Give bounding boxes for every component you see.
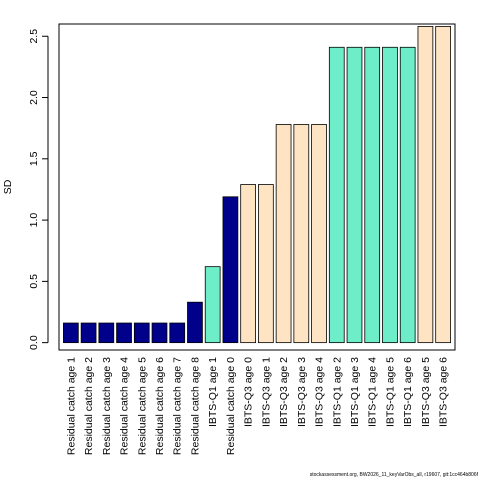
bar: [240, 184, 256, 344]
bar: [133, 322, 150, 344]
y-tick-label: 1.0: [28, 213, 40, 228]
y-tick-label: 1.5: [28, 151, 40, 166]
x-tick-label: IBTS-Q1 age 3: [349, 357, 361, 427]
x-tick-label: Residual catch age 8: [189, 357, 201, 455]
x-tick-label: IBTS-Q3 age 6: [438, 357, 450, 427]
bar: [399, 46, 416, 344]
bar: [382, 46, 398, 344]
y-axis: 0.0 0.5 1.0 1.5 2.0 2.5: [28, 29, 49, 350]
bar: [435, 26, 451, 344]
bar: [63, 322, 79, 344]
y-tick-label: 2.0: [28, 90, 40, 105]
bar: [417, 26, 434, 344]
bar: [346, 46, 363, 344]
x-tick-label: IBTS-Q1 age 4: [367, 357, 379, 427]
plot-frame: [58, 23, 456, 351]
x-tick-label: IBTS-Q1 age 1: [207, 357, 219, 427]
x-tick-label: IBTS-Q1 age 5: [384, 357, 396, 427]
x-tick-label: IBTS-Q3 age 1: [260, 357, 272, 427]
x-tick-label: Residual catch age 4: [119, 357, 131, 455]
bar: [151, 322, 168, 344]
footer-source-text: stockassessment.org, BW2026_11_keyVarObs…: [309, 472, 478, 478]
x-tick-label: Residual catch age 1: [65, 357, 77, 455]
x-tick-label: IBTS-Q3 age 4: [314, 357, 326, 427]
x-tick-label: IBTS-Q3 age 3: [296, 357, 308, 427]
bar: [364, 46, 381, 344]
y-tick-label: 2.5: [28, 29, 40, 44]
bar: [204, 266, 221, 344]
y-axis-title: SD: [2, 179, 14, 194]
y-tick-label: 0.0: [28, 335, 40, 350]
x-tick-label: IBTS-Q3 age 5: [420, 357, 432, 427]
bar: [169, 322, 186, 344]
bar: [258, 184, 274, 344]
bar: [311, 124, 327, 344]
bar: [275, 124, 292, 344]
bar: [98, 322, 115, 344]
y-tick-label: 0.5: [28, 274, 40, 289]
bar: [222, 196, 239, 344]
x-tick-label: IBTS-Q1 age 2: [331, 357, 343, 427]
bars: [63, 26, 451, 344]
x-tick-label: IBTS-Q1 age 6: [402, 357, 414, 427]
x-tick-label: IBTS-Q3 age 2: [278, 357, 290, 427]
x-tick-label: Residual catch age 6: [154, 357, 166, 455]
bar: [116, 322, 132, 344]
x-tick-label: Residual catch age 3: [101, 357, 113, 455]
x-tick-label: Residual catch age 7: [172, 357, 184, 455]
x-tick-label: Residual catch age 0: [225, 357, 237, 455]
x-tick-label: Residual catch age 5: [136, 357, 148, 455]
x-tick-label: IBTS-Q3 age 0: [243, 357, 255, 427]
bar: [328, 46, 345, 344]
x-tick-labels: Residual catch age 1 Residual catch age 2…: [65, 357, 449, 455]
bar: [293, 124, 310, 344]
bar: [80, 322, 97, 344]
bar: [187, 301, 203, 344]
x-tick-label: Residual catch age 2: [83, 357, 95, 455]
